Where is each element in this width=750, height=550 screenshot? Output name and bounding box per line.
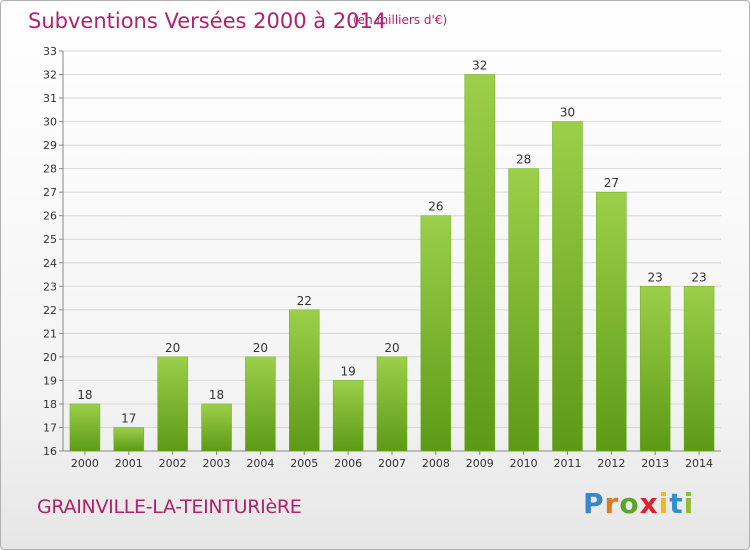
x-tick-label: 2004 [246, 457, 274, 470]
logo-letter: x [639, 487, 659, 520]
y-tick-label: 24 [43, 257, 57, 270]
proxiti-logo: Proxiti [583, 487, 694, 520]
logo-letter: t [669, 487, 684, 520]
y-tick-label: 28 [43, 163, 57, 176]
y-tick-label: 27 [43, 186, 57, 199]
x-tick-label: 2012 [597, 457, 625, 470]
data-label: 19 [340, 364, 355, 378]
y-tick-label: 17 [43, 421, 57, 434]
bar-2005 [289, 309, 320, 452]
x-tick-label: 2000 [71, 457, 99, 470]
data-label: 28 [516, 153, 531, 167]
y-tick-label: 29 [43, 139, 57, 152]
bar-2014 [683, 286, 715, 452]
x-tick-label: 2001 [115, 457, 143, 470]
y-tick-label: 33 [43, 45, 57, 58]
x-tick-label: 2008 [422, 457, 450, 470]
data-label: 18 [209, 388, 224, 402]
bar-2003 [201, 403, 232, 452]
data-label: 20 [384, 341, 399, 355]
data-label: 27 [604, 176, 619, 190]
y-tick-label: 18 [43, 398, 57, 411]
bar-2013 [639, 286, 671, 452]
y-tick-label: 30 [43, 116, 57, 129]
chart-title: Subventions Versées 2000 à 2014 [28, 9, 387, 33]
data-labels: 18 17 20 18 20 22 19 20 26 32 28 30 27 23 23 [77, 59, 706, 426]
bar-2002 [157, 356, 188, 452]
y-tick-label: 19 [43, 374, 57, 387]
y-tick-label: 22 [43, 304, 57, 317]
commune-name: GRAINVILLE-LA-TEINTURIèRE [37, 496, 302, 518]
x-tick-label: 2014 [685, 457, 713, 470]
x-tick-label: 2006 [334, 457, 362, 470]
bar-2009 [464, 74, 495, 452]
x-tick-label: 2013 [641, 457, 669, 470]
y-tick-label: 25 [43, 233, 57, 246]
data-label: 23 [691, 270, 706, 284]
data-label: 32 [472, 59, 487, 73]
logo-letter: i [683, 487, 695, 520]
data-label: 30 [560, 106, 575, 120]
logo-letter: r [604, 487, 620, 520]
y-tick-label: 23 [43, 280, 57, 293]
logo-letter: P [583, 487, 605, 520]
bar-2011 [552, 121, 583, 452]
data-label: 18 [77, 388, 92, 402]
bars [69, 74, 715, 452]
x-tick-labels: 2000 2001 2002 2003 2004 2005 2006 2007 2008 2009… [71, 451, 713, 470]
bar-2001 [113, 427, 145, 452]
y-tick-label: 32 [43, 69, 57, 82]
x-tick-label: 2010 [510, 457, 538, 470]
y-tick-label: 20 [43, 351, 57, 364]
y-tick-label: 16 [43, 445, 57, 458]
y-tick-label: 26 [43, 210, 57, 223]
data-label: 26 [428, 200, 443, 214]
bar-2012 [596, 191, 627, 452]
x-tick-label: 2011 [553, 457, 581, 470]
y-tick-label: 21 [43, 327, 57, 340]
data-label: 23 [648, 270, 663, 284]
bar-2000 [69, 403, 101, 452]
x-tick-label: 2005 [290, 457, 318, 470]
data-label: 22 [297, 294, 312, 308]
y-tick-label: 31 [43, 92, 57, 105]
bar-2010 [508, 168, 539, 452]
x-tick-label: 2009 [466, 457, 494, 470]
bar-2007 [376, 356, 408, 452]
bar-2006 [332, 380, 364, 452]
data-label: 17 [121, 411, 136, 425]
x-tick-label: 2007 [378, 457, 406, 470]
unit-note: (en milliers d'€) [353, 13, 448, 27]
logo-letter: i [658, 487, 670, 520]
logo-letter: o [619, 487, 640, 520]
x-tick-label: 2002 [159, 457, 187, 470]
data-label: 20 [165, 341, 180, 355]
y-tick-labels: 16 17 18 19 20 21 22 23 24 25 26 27 28 29 30 31 32 33 [43, 45, 57, 458]
bar-2008 [420, 215, 452, 452]
bar-2004 [245, 356, 276, 452]
x-tick-label: 2003 [203, 457, 231, 470]
data-label: 20 [253, 341, 268, 355]
